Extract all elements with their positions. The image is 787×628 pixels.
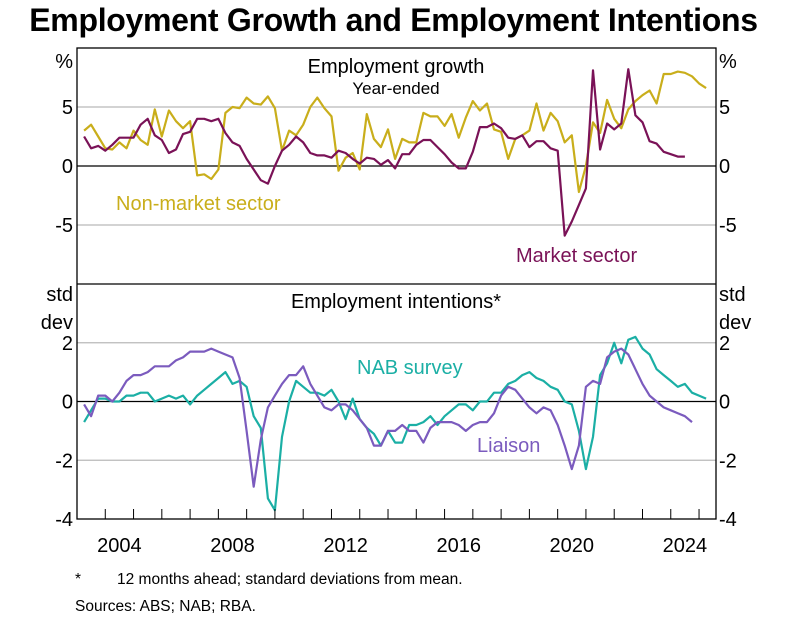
footnote-marker: * — [75, 571, 82, 588]
label-liaison: Liaison — [477, 435, 540, 457]
bottom-ytick-right: 0 — [719, 392, 730, 414]
bottom-ylabel-std-right: std — [719, 284, 746, 306]
top-ytick-right: 5 — [719, 97, 730, 119]
bottom-ytick-right: -4 — [719, 509, 737, 531]
x-tick-label: 2016 — [436, 535, 481, 557]
x-tick-label: 2004 — [97, 535, 142, 557]
bottom-ytick-left: -2 — [55, 450, 73, 472]
bottom-ytick-left: 2 — [62, 333, 73, 355]
x-tick-label: 2012 — [323, 535, 368, 557]
top-panel-subtitle: Year-ended — [352, 79, 439, 98]
bottom-ytick-right: -2 — [719, 450, 737, 472]
bottom-ytick-left: 0 — [62, 392, 73, 414]
top-series-non-market-sector — [83, 70, 707, 194]
x-tick-label: 2024 — [663, 535, 708, 557]
bottom-ytick-right: 2 — [719, 333, 730, 355]
top-ytick-right: 0 — [719, 156, 730, 178]
figure-title: Employment Growth and Employment Intenti… — [29, 2, 758, 38]
top-ylabel-right: % — [719, 51, 737, 73]
top-ytick-left: 0 — [62, 156, 73, 178]
label-non-market-sector: Non-market sector — [116, 193, 281, 215]
top-ytick-right: -5 — [719, 215, 737, 237]
top-ytick-left: -5 — [55, 215, 73, 237]
bottom-panel-title: Employment intentions* — [291, 291, 501, 313]
top-ytick-left: 5 — [62, 97, 73, 119]
bottom-ylabel-std-left: std — [46, 284, 73, 306]
top-panel-title: Employment growth — [308, 56, 485, 78]
bottom-ylabel-dev-right: dev — [719, 312, 751, 334]
label-market-sector: Market sector — [516, 245, 637, 267]
label-nab-survey: NAB survey — [357, 357, 463, 379]
x-tick-label: 2008 — [210, 535, 255, 557]
sources-note: Sources: ABS; NAB; RBA. — [75, 598, 256, 615]
top-series-market-sector — [83, 68, 685, 237]
footnote-text: 12 months ahead; standard deviations fro… — [117, 571, 463, 588]
bottom-ytick-left: -4 — [55, 509, 73, 531]
top-ylabel-left: % — [55, 51, 73, 73]
bottom-series-liaison — [83, 347, 693, 488]
x-tick-label: 2020 — [550, 535, 595, 557]
bottom-ylabel-dev-left: dev — [41, 312, 73, 334]
